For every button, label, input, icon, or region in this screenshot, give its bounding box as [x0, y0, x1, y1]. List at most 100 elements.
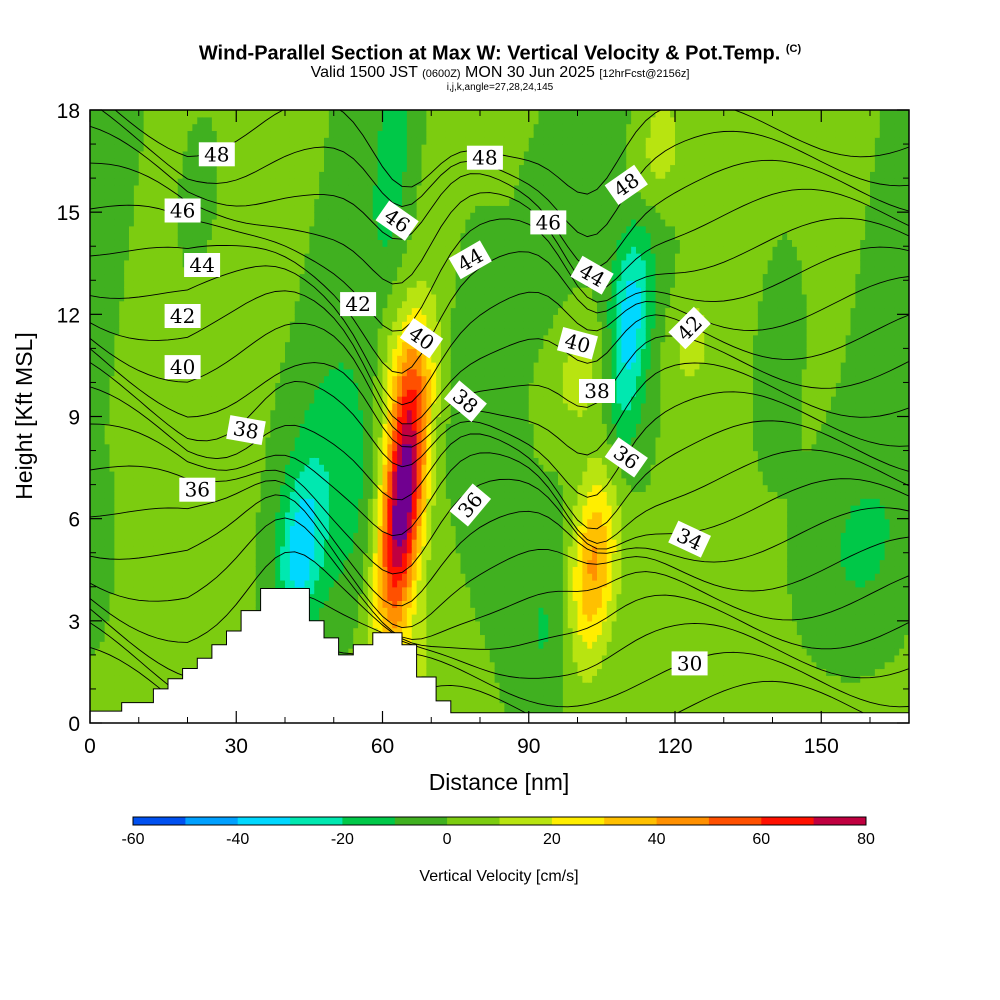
w-field-cell — [260, 545, 267, 554]
w-field-cell — [275, 539, 281, 547]
w-field-cell — [255, 586, 262, 595]
w-field-cell — [333, 614, 340, 622]
w-field-cell — [124, 239, 130, 247]
w-field-cell — [314, 362, 320, 370]
w-field-cell — [333, 579, 340, 588]
w-field-cell — [275, 396, 281, 404]
w-field-cell — [153, 470, 159, 479]
w-field-cell — [260, 348, 267, 356]
w-field-cell — [338, 239, 345, 247]
w-field-cell — [246, 212, 252, 220]
w-field-cell — [299, 579, 306, 588]
w-field-cell — [187, 375, 193, 384]
w-field-cell — [333, 477, 340, 486]
w-field-cell — [265, 389, 271, 397]
w-field-cell — [94, 511, 101, 520]
w-field-cell — [124, 430, 130, 438]
w-field-cell — [158, 518, 164, 527]
w-field-cell — [280, 327, 286, 336]
w-field-cell — [197, 498, 203, 506]
w-field-cell — [333, 259, 340, 268]
w-field-cell — [328, 307, 335, 315]
w-field-cell — [168, 239, 174, 247]
w-field-cell — [109, 246, 115, 254]
w-field-cell — [124, 321, 130, 329]
w-field-cell — [324, 436, 330, 445]
w-field-cell — [143, 259, 150, 268]
w-field-cell — [231, 498, 237, 506]
w-field-cell — [348, 184, 354, 193]
w-field-cell — [211, 355, 218, 363]
w-field-cell — [304, 498, 310, 506]
w-field-cell — [197, 130, 203, 138]
w-field-cell — [241, 593, 247, 601]
w-field-cell — [221, 620, 228, 629]
w-field-cell — [221, 375, 228, 384]
w-field-cell — [182, 539, 189, 547]
w-field-cell — [192, 423, 198, 431]
w-field-cell — [143, 436, 150, 445]
w-field-cell — [265, 579, 271, 588]
w-field-cell — [285, 477, 291, 486]
w-field-cell — [94, 246, 101, 254]
w-field-cell — [187, 532, 193, 540]
w-field-cell — [192, 430, 198, 438]
w-field-cell — [124, 178, 130, 186]
w-field-cell — [221, 348, 228, 356]
w-field-cell — [202, 532, 208, 540]
w-field-cell — [138, 198, 145, 206]
w-field-cell — [324, 280, 330, 288]
w-field-cell — [241, 368, 247, 377]
w-field-cell — [211, 137, 218, 145]
w-field-cell — [250, 573, 257, 581]
w-field-cell — [231, 362, 237, 370]
w-field-cell — [177, 293, 184, 302]
w-field-cell — [172, 614, 179, 622]
w-field-cell — [304, 525, 310, 533]
w-field-cell — [265, 396, 271, 404]
w-field-cell — [328, 293, 335, 302]
w-field-cell — [328, 382, 335, 390]
w-field-cell — [221, 287, 228, 295]
w-field-cell — [153, 341, 159, 349]
w-field-cell — [241, 464, 247, 472]
w-field-cell — [314, 116, 320, 125]
w-field-cell — [216, 470, 223, 479]
w-field-cell — [114, 225, 120, 234]
w-field-cell — [353, 607, 359, 615]
w-field-cell — [163, 634, 169, 642]
w-field-cell — [343, 600, 349, 608]
w-field-cell — [99, 253, 106, 261]
w-field-cell — [129, 491, 135, 499]
w-field-cell — [99, 212, 106, 220]
w-field-cell — [90, 144, 96, 152]
w-field-cell — [314, 477, 320, 486]
w-field-cell — [270, 579, 276, 588]
w-field-cell — [231, 436, 237, 445]
w-field-cell — [314, 184, 320, 193]
w-field-cell — [246, 314, 252, 322]
w-field-cell — [270, 144, 276, 152]
w-field-cell — [143, 593, 150, 601]
w-field-cell — [172, 382, 179, 390]
w-field-cell — [289, 287, 296, 295]
w-field-cell — [177, 593, 184, 601]
w-field-cell — [255, 559, 262, 567]
w-field-cell — [333, 273, 340, 281]
w-field-cell — [333, 593, 340, 601]
w-field-cell — [304, 375, 310, 384]
w-field-cell — [289, 532, 296, 540]
w-field-cell — [202, 341, 208, 349]
w-field-cell — [260, 539, 267, 547]
w-field-cell — [104, 695, 111, 704]
w-field-cell — [133, 396, 140, 404]
w-field-cell — [265, 184, 271, 193]
w-field-cell — [358, 498, 364, 506]
w-field-cell — [192, 511, 198, 520]
w-field-cell — [348, 225, 354, 234]
w-field-cell — [343, 205, 349, 213]
w-field-cell — [109, 327, 115, 336]
w-field-cell — [168, 607, 174, 615]
w-field-cell — [192, 573, 198, 581]
w-field-cell — [314, 334, 320, 343]
